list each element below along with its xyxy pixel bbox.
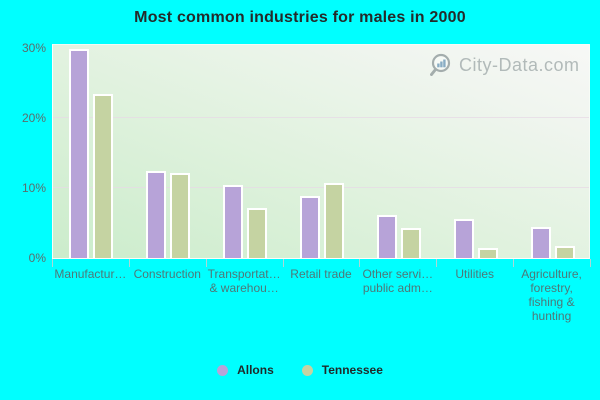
bar-allons-0: [69, 48, 90, 258]
x-axis-label-line: Retail trade: [290, 267, 352, 281]
bar-tennessee-6: [554, 246, 575, 258]
x-axis-label-line: & warehou…: [209, 281, 279, 295]
legend-dot-tennessee: [301, 364, 313, 376]
x-axis-label-line: fishing &: [528, 295, 575, 309]
bar-tennessee-0: [93, 94, 114, 258]
x-axis-label-line: forestry,: [530, 281, 573, 295]
x-axis-tick: [513, 259, 515, 267]
x-axis-label-line: Agriculture,: [521, 267, 582, 281]
x-axis-tick: [359, 259, 361, 267]
legend-item-allons: Allons: [217, 363, 274, 377]
x-axis-label-line: Manufactur…: [54, 267, 127, 281]
x-axis-label-0: Manufactur…: [50, 267, 131, 281]
bar-allons-5: [453, 219, 474, 258]
x-axis-label-line: hunting: [531, 309, 572, 323]
x-axis-tick: [205, 259, 207, 267]
bar-tennessee-3: [324, 183, 344, 258]
bar-allons-6: [530, 226, 551, 258]
y-axis-label-20: 20%: [21, 110, 46, 125]
bar-allons-3: [300, 196, 320, 258]
bar-tennessee-5: [477, 247, 498, 258]
plot-area: City-Data.com: [52, 44, 590, 259]
watermark-text: City-Data.com: [459, 55, 580, 75]
bar-allons-1: [146, 171, 167, 258]
gridline-10: [53, 186, 589, 188]
x-axis-label-1: Construction: [127, 267, 208, 281]
x-axis-label-3: Retail trade: [281, 267, 362, 281]
x-axis-label-6: Agriculture, forestry, fishing & hunting: [511, 267, 592, 323]
x-axis-label-line: public adm…: [362, 281, 433, 295]
y-axis-label-10: 10%: [21, 180, 46, 195]
y-axis-label-0: 0%: [28, 251, 46, 265]
x-axis-label-line: Utilities: [455, 267, 495, 281]
bar-tennessee-1: [170, 172, 191, 258]
x-axis-tick: [128, 259, 130, 267]
legend-dot-allons: [217, 364, 229, 376]
chart-title: Most common industries for males in 2000: [134, 9, 466, 26]
x-axis-tick: [52, 259, 53, 267]
bar-tennessee-4: [400, 227, 421, 258]
x-axis-label-2: Transportat… & warehou…: [204, 267, 285, 295]
city-data-watermark: City-Data.com: [429, 52, 580, 79]
x-axis-label-5: Utilities: [434, 267, 515, 281]
x-axis-label-line: Transportat…: [207, 267, 281, 281]
bar-allons-2: [223, 185, 244, 258]
bar-allons-4: [376, 214, 397, 258]
bar-tennessee-2: [247, 208, 268, 258]
x-axis-tick: [590, 259, 591, 267]
legend: Allons Tennessee: [0, 363, 600, 377]
magnifier-bar-chart-icon: [429, 52, 456, 79]
x-axis-label-line: Construction: [133, 267, 201, 281]
x-axis-tick: [282, 259, 284, 267]
legend-label-tennessee: Tennessee: [321, 363, 383, 377]
legend-item-tennessee: Tennessee: [301, 363, 383, 377]
legend-label-allons: Allons: [237, 363, 274, 377]
gridline-20: [53, 116, 589, 118]
y-axis-label-30: 30%: [21, 40, 46, 55]
x-axis-tick: [436, 259, 438, 267]
x-axis-label-line: Other servi…: [362, 267, 434, 281]
x-axis-label-4: Other servi… public adm…: [357, 267, 438, 295]
